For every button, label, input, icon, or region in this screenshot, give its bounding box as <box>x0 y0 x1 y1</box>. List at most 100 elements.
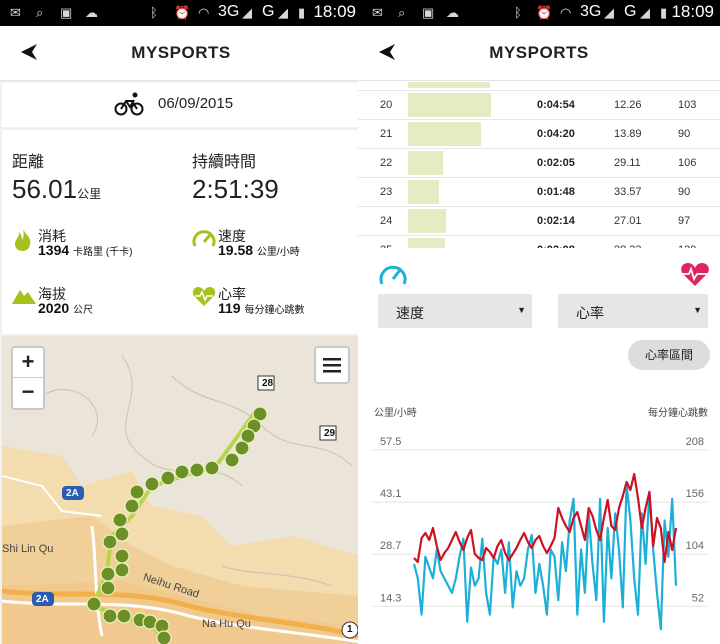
lap-time-bar <box>408 122 481 146</box>
lap-time-bar <box>408 180 439 204</box>
y-left-tick: 28.7 <box>380 540 401 552</box>
y-right-tick: 104 <box>686 540 704 552</box>
hr-zone-button[interactable]: 心率區間 <box>628 340 710 370</box>
zoom-out-button[interactable]: − <box>21 379 35 404</box>
lap-row[interactable]: 24 0:02:14 27.01 97 <box>358 207 720 236</box>
left-screen: ✉ ⌕ ▣ ☁ ᛒ ⏰ ◠ 3G ◢ G ◢ ▮ 18:09 MYSPORTS … <box>0 0 362 644</box>
speed-series-line <box>412 483 678 631</box>
y-left-tick: 14.3 <box>380 592 401 604</box>
speedometer-icon <box>192 230 216 247</box>
stats-card: 距離 56.01公里 持續時間 2:51:39 消耗 1394 卡路里 (千卡)… <box>2 130 360 334</box>
map-tiles <box>2 336 360 644</box>
lap-heart-rate: 106 <box>678 157 697 169</box>
alarm-icon: ⏰ <box>536 5 553 20</box>
district-shilin: Shi Lin Qu <box>2 543 54 555</box>
lap-heart-rate: 90 <box>678 128 691 140</box>
y-right-tick: 52 <box>692 592 704 604</box>
heart-rate-series-line <box>413 472 678 564</box>
district-nahu: Na Hu Qu <box>202 618 251 630</box>
laps-table[interactable]: 20 0:04:54 12.26 103 21 0:04:20 13.89 90 22 0:02:… <box>358 82 720 248</box>
lap-heart-rate: 97 <box>678 215 691 227</box>
weather-icon: ☁ <box>85 5 98 20</box>
duration-value: 2:51:39 <box>192 174 279 204</box>
lap-number: 24 <box>380 215 393 227</box>
network-type: 3G <box>218 3 240 20</box>
y-right-tick: 208 <box>686 436 704 448</box>
bluetooth-icon: ᛒ <box>514 5 522 20</box>
road-sign-2a: 2A <box>66 488 79 499</box>
network-type-2: G <box>262 3 275 20</box>
lap-row[interactable]: 21 0:04:20 13.89 90 <box>358 120 720 149</box>
search-icon: ⌕ <box>398 5 406 20</box>
lap-number: 21 <box>380 128 393 140</box>
signal-icon-2: ◢ <box>278 5 288 20</box>
search-icon: ⌕ <box>36 5 44 20</box>
activity-date: 06/09/2015 <box>158 95 234 112</box>
heart-rate-icon <box>681 263 709 286</box>
zoom-control: + − <box>11 346 45 410</box>
lap-speed: 12.26 <box>614 99 642 111</box>
network-type-2: G <box>624 3 637 20</box>
wifi-icon: ◠ <box>198 5 210 20</box>
lap-number: 22 <box>380 157 393 169</box>
message-icon: ✉ <box>372 5 383 20</box>
lap-time: 0:04:20 <box>537 128 575 140</box>
battery-icon: ▮ <box>298 5 306 20</box>
y-left-tick: 43.1 <box>380 488 401 500</box>
image-icon: ▣ <box>422 5 435 20</box>
dropdown-arrow-icon: ▼ <box>693 305 702 315</box>
mountain-icon <box>12 290 36 304</box>
lap-row[interactable]: 22 0:02:05 29.11 106 <box>358 149 720 178</box>
signal-icon: ◢ <box>604 5 614 20</box>
lap-row[interactable] <box>358 82 720 91</box>
left-axis-unit: 公里/小時 <box>374 408 417 419</box>
y-right-tick: 156 <box>686 488 704 500</box>
lap-speed: 29.11 <box>614 157 641 169</box>
cycling-icon <box>114 92 144 116</box>
right-metric-select[interactable]: 心率 ▼ <box>558 294 708 328</box>
menu-icon <box>323 358 341 373</box>
road-sign-2a-2: 2A <box>36 594 49 605</box>
lap-speed: 27.01 <box>614 215 642 227</box>
signal-icon: ◢ <box>242 5 252 20</box>
road-sign-28: 28 <box>262 378 274 389</box>
lap-number: 23 <box>380 186 393 198</box>
right-axis-unit: 每分鐘心跳數 <box>648 408 708 419</box>
battery-icon: ▮ <box>660 5 668 20</box>
lap-speed: 13.89 <box>614 128 642 140</box>
duration-label: 持續時間 <box>192 154 257 171</box>
lap-time: 0:02:08 <box>537 244 575 248</box>
lap-time-bar <box>408 93 491 117</box>
wifi-icon: ◠ <box>560 5 572 20</box>
lap-row[interactable]: 20 0:04:54 12.26 103 <box>358 91 720 120</box>
clock: 18:09 <box>313 2 356 21</box>
back-arrow-icon[interactable] <box>18 40 42 64</box>
lap-speed: 28.33 <box>614 244 642 248</box>
distance-label: 距離 <box>12 154 45 171</box>
map-layers-button[interactable] <box>314 346 350 384</box>
route-map[interactable]: 28 29 2A 2A 1 Shi Lin Qu Na Hu Qu Neihu … <box>2 336 360 644</box>
flame-icon <box>15 229 31 251</box>
alarm-icon: ⏰ <box>174 5 191 20</box>
dropdown-arrow-icon: ▼ <box>517 305 526 315</box>
lap-number: 25 <box>380 244 392 248</box>
left-metric-select[interactable]: 速度 ▼ <box>378 294 532 328</box>
app-title: MYSPORTS <box>131 43 231 62</box>
network-type: 3G <box>580 3 602 20</box>
activity-date-card: 06/09/2015 <box>2 83 360 127</box>
right-screen: ✉ ⌕ ▣ ☁ ᛒ ⏰ ◠ 3G ◢ G ◢ ▮ 18:09 MYSPORTS … <box>358 0 720 644</box>
status-bar: ✉ ⌕ ▣ ☁ ᛒ ⏰ ◠ 3G ◢ G ◢ ▮ 18:09 <box>0 0 362 26</box>
app-bar: MYSPORTS <box>0 26 362 81</box>
lap-time-bar <box>408 82 490 88</box>
lap-time: 0:01:48 <box>537 186 575 198</box>
lap-time: 0:04:54 <box>537 99 575 111</box>
y-left-tick: 57.5 <box>380 436 401 448</box>
lap-row[interactable]: 23 0:01:48 33.57 90 <box>358 178 720 207</box>
lap-speed: 33.57 <box>614 186 642 198</box>
lap-row[interactable]: 25 0:02:08 28.33 139 <box>358 236 720 248</box>
lap-time-bar <box>408 238 445 248</box>
back-arrow-icon[interactable] <box>376 40 400 64</box>
status-bar-right: ✉ ⌕ ▣ ☁ ᛒ ⏰ ◠ 3G ◢ G ◢ ▮ 18:09 <box>358 0 720 26</box>
speedometer-icon <box>379 265 407 285</box>
zoom-in-button[interactable]: + <box>13 348 43 378</box>
